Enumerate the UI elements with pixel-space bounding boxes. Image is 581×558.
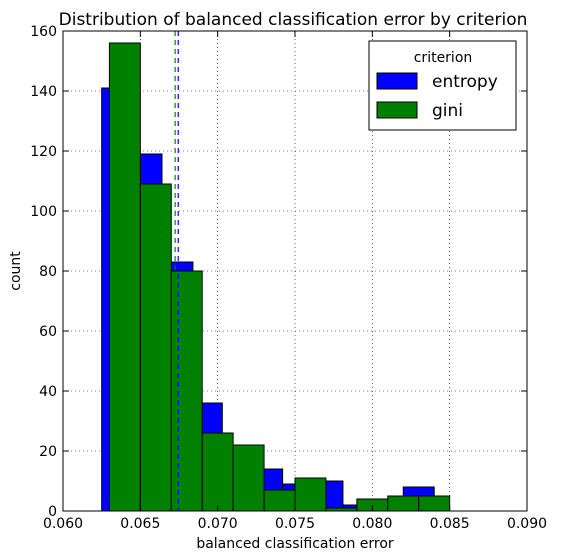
x-tick-label: 0.085: [430, 516, 470, 532]
y-tick-label: 160: [30, 24, 57, 40]
gini-bar: [201, 432, 234, 512]
entropy-legend-swatch: [376, 72, 418, 90]
y-tick-label: 60: [39, 324, 57, 340]
gini-bar: [170, 270, 203, 512]
x-tick-label: 0.080: [352, 516, 392, 532]
gini-legend-label: gini: [432, 101, 463, 121]
gini-bar: [387, 495, 420, 512]
gini-bar: [418, 495, 451, 512]
x-tick-label: 0.075: [275, 516, 315, 532]
gini-bar: [263, 489, 296, 512]
y-tick-label: 100: [30, 204, 57, 220]
gini-legend-swatch: [376, 101, 418, 119]
entropy-legend-label: entropy: [432, 72, 498, 92]
gini-bar: [139, 183, 172, 512]
legend-title: criterion: [414, 50, 473, 66]
x-tick-label: 0.090: [507, 516, 547, 532]
x-tick-label: 0.070: [198, 516, 238, 532]
x-tick-label: 0.065: [120, 516, 160, 532]
chart-title: Distribution of balanced classification …: [59, 10, 528, 30]
y-tick-label: 20: [39, 444, 57, 460]
gini-bar: [108, 42, 141, 512]
x-tick-label: 0.060: [43, 516, 83, 532]
mean-lines: [174, 31, 179, 511]
y-tick-label: 140: [30, 84, 57, 100]
y-tick-label: 80: [39, 264, 57, 280]
y-tick-label: 120: [30, 144, 57, 160]
x-axis-label: balanced classification error: [196, 536, 394, 552]
x-axis-ticks: 0.060 0.065 0.070 0.075 0.080 0.085 0.090: [43, 31, 547, 532]
y-tick-label: 0: [48, 504, 57, 520]
legend: criterion entropy gini: [368, 40, 517, 131]
gini-bar: [294, 477, 327, 512]
gini-bar: [232, 444, 265, 512]
gini-bars: [108, 42, 451, 512]
y-axis-ticks: 0 20 40 60 80 100 120 140 160: [30, 24, 527, 520]
y-tick-label: 40: [39, 384, 57, 400]
y-axis-label: count: [8, 251, 24, 291]
